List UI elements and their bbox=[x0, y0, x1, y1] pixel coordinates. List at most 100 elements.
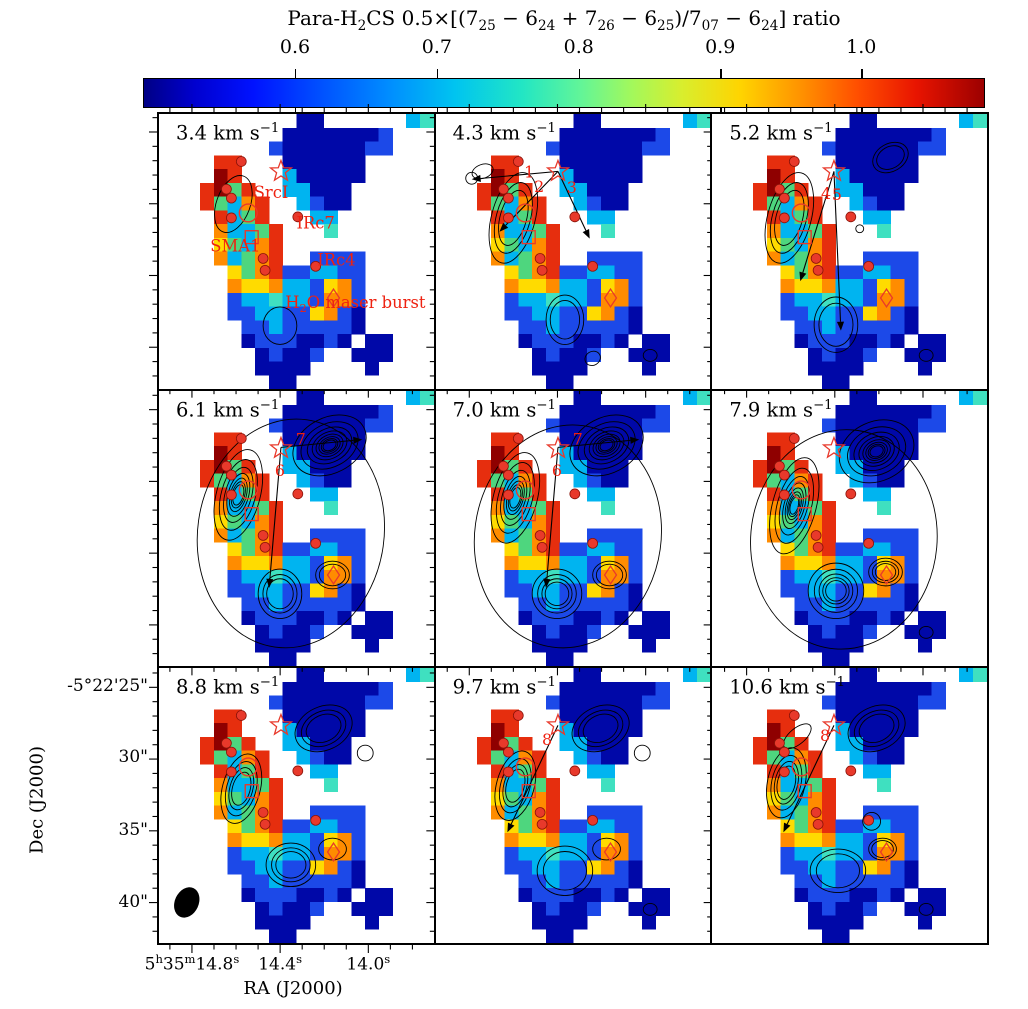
arrow-number-label: 1 bbox=[524, 162, 534, 181]
arrowhead-icon bbox=[629, 436, 639, 444]
panel-map-7.0: 76 bbox=[473, 391, 711, 666]
arrow-number-label: 7 bbox=[296, 429, 306, 448]
source-dot-icon bbox=[845, 211, 857, 223]
source-dot-icon bbox=[235, 710, 247, 721]
arrow-number-label: 5 bbox=[832, 185, 842, 204]
source-dot-icon bbox=[813, 818, 824, 830]
source-name-label: H2​O maser burst bbox=[285, 293, 426, 315]
source-dot-icon bbox=[774, 460, 786, 472]
arrowhead-icon bbox=[542, 578, 550, 588]
colorbar-tick bbox=[294, 108, 297, 115]
arrowhead-icon bbox=[471, 174, 481, 183]
source-dot-icon bbox=[226, 192, 237, 204]
panel-map-6.1: 76 bbox=[196, 391, 434, 666]
star-marker-icon bbox=[545, 712, 570, 736]
arrowhead-icon bbox=[507, 822, 515, 833]
velocity-label: 7.0 km s−1 bbox=[452, 398, 556, 422]
maser-diamond-icon bbox=[603, 564, 617, 586]
srci-circle-icon bbox=[238, 203, 258, 223]
star-marker-icon bbox=[545, 158, 570, 182]
star-marker-icon bbox=[822, 435, 847, 459]
ra-tick-label: 5h35m14.8s bbox=[144, 952, 240, 975]
maser-diamond-icon bbox=[603, 841, 617, 863]
source-name-label: IRc7 bbox=[297, 214, 335, 233]
source-dot-icon bbox=[257, 530, 269, 541]
sma1-square-icon bbox=[521, 230, 536, 245]
source-dot-icon bbox=[536, 818, 548, 830]
source-dot-icon bbox=[569, 765, 580, 777]
sma1-square-icon bbox=[797, 507, 813, 522]
panel-grid: SrcI IRc7 SMA1 IRc4 H2​O maser burst 3.4 km s… bbox=[157, 112, 989, 945]
source-dot-icon bbox=[863, 260, 875, 272]
source-dot-icon bbox=[779, 212, 791, 224]
source-dot-icon bbox=[512, 156, 524, 167]
ratio-map bbox=[476, 391, 711, 666]
dec-tick-label: 35" bbox=[118, 819, 148, 840]
dec-tick-label: 40" bbox=[118, 891, 148, 912]
source-name-label: IRc4 bbox=[317, 250, 355, 269]
sma1-square-icon bbox=[244, 230, 259, 245]
source-dot-icon bbox=[863, 537, 875, 549]
srci-circle-icon bbox=[238, 480, 258, 500]
maser-diamond-icon bbox=[880, 564, 894, 586]
source-dot-icon bbox=[789, 156, 800, 167]
panel-map-9.7: 8 bbox=[476, 668, 711, 943]
colorbar-tick bbox=[720, 69, 722, 78]
source-dot-icon bbox=[512, 433, 524, 444]
velocity-label: 4.3 km s−1 bbox=[452, 121, 556, 145]
srci-circle-icon bbox=[515, 203, 535, 223]
arrow-number-label: 8 bbox=[820, 726, 830, 745]
arrow-number-label: 2 bbox=[534, 177, 544, 196]
maser-diamond-icon bbox=[880, 287, 894, 309]
arrowhead-icon bbox=[353, 436, 363, 444]
velocity-label: 8.8 km s−1 bbox=[176, 675, 280, 699]
source-dot-icon bbox=[226, 469, 237, 481]
ratio-map bbox=[753, 391, 987, 666]
panel-8.8kms: 8.8 km s−1 bbox=[158, 667, 435, 944]
source-dot-icon bbox=[586, 537, 598, 549]
source-dot-icon bbox=[586, 260, 598, 272]
outflow-arrow bbox=[557, 171, 587, 231]
arrowhead-icon bbox=[783, 822, 791, 833]
source-dot-icon bbox=[226, 489, 237, 501]
outflow-arrow bbox=[833, 171, 842, 322]
outflow-arrow bbox=[269, 447, 282, 579]
ratio-map bbox=[200, 668, 434, 943]
source-dot-icon bbox=[774, 737, 786, 749]
source-dot-icon bbox=[811, 253, 822, 264]
panel-9.7kms: 8 9.7 km s−1 bbox=[434, 667, 712, 944]
source-dot-icon bbox=[259, 818, 271, 830]
source-markers bbox=[497, 156, 617, 309]
colorbar-tick-label: 0.7 bbox=[421, 36, 452, 58]
panel-7.0kms: 7 6 7.0 km s−1 bbox=[434, 390, 712, 667]
arrowhead-icon bbox=[499, 222, 508, 232]
source-dot-icon bbox=[813, 264, 824, 276]
srci-circle-icon bbox=[238, 757, 258, 777]
colorbar-tick bbox=[861, 69, 863, 78]
star-marker-icon bbox=[268, 435, 294, 459]
source-dot-icon bbox=[497, 183, 509, 195]
maser-diamond-icon bbox=[326, 287, 341, 309]
source-dot-icon bbox=[863, 814, 875, 826]
beam-ellipse bbox=[174, 887, 200, 918]
source-dot-icon bbox=[226, 746, 237, 758]
contours bbox=[214, 175, 298, 345]
ratio-map bbox=[200, 114, 434, 389]
colorbar-tick bbox=[720, 108, 722, 115]
sma1-square-icon bbox=[797, 784, 813, 799]
source-dot-icon bbox=[811, 807, 822, 818]
sma1-square-icon bbox=[244, 507, 259, 522]
source-dot-icon bbox=[502, 192, 514, 204]
outflow-arrow bbox=[802, 171, 835, 273]
panel-3.4kms: SrcI IRc7 SMA1 IRc4 H2​O maser burst 3.4 km s… bbox=[158, 113, 435, 390]
panel-4.3kms: 1 2 3 4.3 km s−1 bbox=[434, 113, 712, 390]
colorbar-tick-label: 0.6 bbox=[279, 36, 311, 58]
colorbar-tick bbox=[436, 69, 439, 78]
contours bbox=[750, 419, 938, 650]
source-dot-icon bbox=[536, 264, 548, 276]
star-marker-icon bbox=[268, 158, 294, 182]
source-markers bbox=[221, 156, 341, 309]
outflow-arrow bbox=[280, 439, 354, 448]
source-markers bbox=[774, 710, 894, 863]
source-dot-icon bbox=[779, 489, 791, 501]
